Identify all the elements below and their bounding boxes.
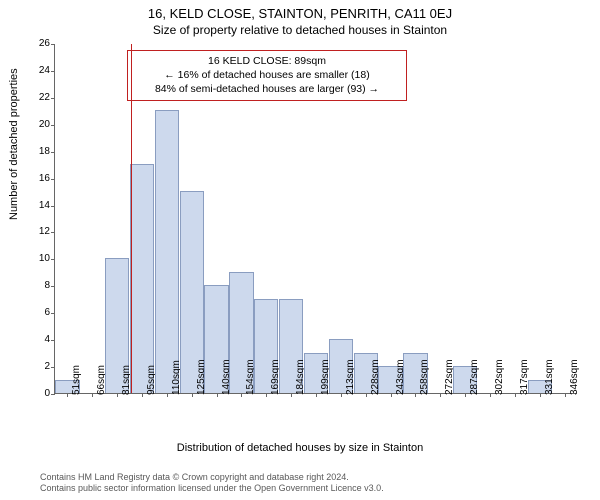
y-tick-mark bbox=[51, 152, 55, 153]
y-tick-mark bbox=[51, 232, 55, 233]
x-tick-mark bbox=[266, 393, 267, 397]
x-tick-mark bbox=[490, 393, 491, 397]
x-tick-mark bbox=[440, 393, 441, 397]
footer-line1: Contains HM Land Registry data © Crown c… bbox=[40, 472, 384, 483]
y-tick-mark bbox=[51, 313, 55, 314]
x-tick-mark bbox=[217, 393, 218, 397]
x-tick-mark bbox=[515, 393, 516, 397]
highlight-line bbox=[131, 44, 132, 393]
x-tick-mark bbox=[291, 393, 292, 397]
y-tick-mark bbox=[51, 367, 55, 368]
x-tick-mark bbox=[92, 393, 93, 397]
x-tick-mark bbox=[167, 393, 168, 397]
y-axis-label: Number of detached properties bbox=[8, 68, 20, 220]
y-tick-mark bbox=[51, 98, 55, 99]
callout-line3: 84% of semi-detached houses are larger (… bbox=[134, 82, 400, 96]
x-tick-mark bbox=[192, 393, 193, 397]
callout-box: 16 KELD CLOSE: 89sqm ← 16% of detached h… bbox=[127, 50, 407, 101]
x-axis-label: Distribution of detached houses by size … bbox=[0, 442, 600, 454]
chart-title: 16, KELD CLOSE, STAINTON, PENRITH, CA11 … bbox=[0, 0, 600, 21]
chart-subtitle: Size of property relative to detached ho… bbox=[0, 21, 600, 37]
y-tick-mark bbox=[51, 394, 55, 395]
footer-text: Contains HM Land Registry data © Crown c… bbox=[40, 472, 384, 495]
x-tick-mark bbox=[540, 393, 541, 397]
x-tick-mark bbox=[316, 393, 317, 397]
x-tick-mark bbox=[415, 393, 416, 397]
x-tick-mark bbox=[465, 393, 466, 397]
x-tick-mark bbox=[565, 393, 566, 397]
y-tick-mark bbox=[51, 125, 55, 126]
y-tick-mark bbox=[51, 179, 55, 180]
x-tick-mark bbox=[366, 393, 367, 397]
y-tick-mark bbox=[51, 259, 55, 260]
y-tick-mark bbox=[51, 286, 55, 287]
x-tick-mark bbox=[241, 393, 242, 397]
y-tick-mark bbox=[51, 206, 55, 207]
callout-line1: 16 KELD CLOSE: 89sqm bbox=[134, 54, 400, 68]
histogram-bar bbox=[130, 164, 154, 393]
y-tick-mark bbox=[51, 71, 55, 72]
y-tick-mark bbox=[51, 44, 55, 45]
x-tick-mark bbox=[117, 393, 118, 397]
x-tick-mark bbox=[391, 393, 392, 397]
plot-area: 16 KELD CLOSE: 89sqm ← 16% of detached h… bbox=[54, 44, 576, 394]
x-tick-mark bbox=[67, 393, 68, 397]
x-tick-mark bbox=[341, 393, 342, 397]
footer-line2: Contains public sector information licen… bbox=[40, 483, 384, 494]
histogram-bar bbox=[155, 110, 179, 393]
x-tick-mark bbox=[142, 393, 143, 397]
y-tick-mark bbox=[51, 340, 55, 341]
callout-line2: ← 16% of detached houses are smaller (18… bbox=[134, 68, 400, 82]
chart-container: 16, KELD CLOSE, STAINTON, PENRITH, CA11 … bbox=[0, 0, 600, 500]
